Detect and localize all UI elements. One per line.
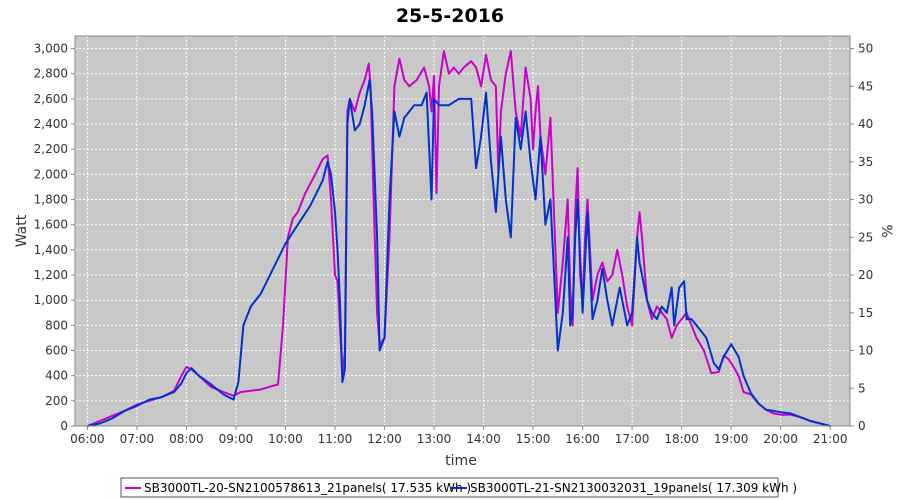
legend-label-series-1: SB3000TL-20-SN2100578613_21panels( 17.53… [144, 481, 471, 495]
plot-area [75, 36, 850, 426]
grid [75, 36, 850, 427]
x-tick-label: 16:00 [565, 432, 600, 446]
y-tick-label: 2,400 [34, 117, 68, 131]
y-tick-label: 2,600 [34, 92, 68, 106]
y-tick-label: 400 [45, 369, 68, 383]
y2-tick-label: 5 [858, 381, 866, 395]
y2-tick-label: 40 [858, 117, 873, 131]
x-tick-label: 18:00 [664, 432, 699, 446]
y-axis-label: Watt [14, 214, 30, 247]
x-tick-label: 21:00 [813, 432, 848, 446]
x-tick-label: 06:00 [70, 432, 105, 446]
y2-axis-label: % [878, 224, 894, 237]
y2-tick-label: 30 [858, 193, 873, 207]
y2-tick-label: 35 [858, 155, 873, 169]
x-tick-label: 10:00 [268, 432, 303, 446]
y2-tick-label: 50 [858, 42, 873, 56]
y2-tick-label: 45 [858, 79, 873, 93]
x-tick-label: 20:00 [763, 432, 798, 446]
x-axis-ticks: 06:00 07:00 08:00 09:00 10:00 11:00 12:00 13:00… [70, 426, 847, 446]
x-tick-label: 12:00 [367, 432, 402, 446]
series-lines [87, 50, 831, 427]
y-tick-label: 3,000 [34, 42, 68, 56]
y-tick-label: 2,800 [34, 67, 68, 81]
y-tick-label: 1,000 [34, 293, 68, 307]
y-tick-label: 1,200 [34, 268, 68, 282]
y-axis-ticks: 0 200 400 600 800 1,000 1,200 1,400 1,600 1,800 2,… [34, 42, 75, 433]
y2-tick-label: 25 [858, 230, 873, 244]
y2-axis-ticks: 0 5 10 15 20 25 30 35 40 45 50 [850, 42, 873, 433]
y-tick-label: 200 [45, 394, 68, 408]
y2-tick-label: 10 [858, 344, 873, 358]
y-tick-label: 600 [45, 344, 68, 358]
legend-label-series-2: SB3000TL-21-SN2130032031_19panels( 17.30… [470, 481, 797, 495]
y-tick-label: 1,600 [34, 218, 68, 232]
x-axis-label: time [445, 453, 477, 469]
x-tick-label: 08:00 [169, 432, 204, 446]
y2-tick-label: 0 [858, 419, 866, 433]
x-tick-label: 15:00 [516, 432, 551, 446]
x-tick-label: 19:00 [714, 432, 749, 446]
plot-border [74, 35, 851, 427]
x-tick-label: 14:00 [466, 432, 501, 446]
x-tick-label: 13:00 [417, 432, 452, 446]
series-line-2 [87, 79, 831, 427]
x-tick-label: 17:00 [615, 432, 650, 446]
legend-box [120, 477, 779, 498]
y-tick-label: 800 [45, 318, 68, 332]
y-tick-label: 1,400 [34, 243, 68, 257]
y-tick-label: 0 [60, 419, 68, 433]
x-tick-label: 09:00 [219, 432, 254, 446]
legend: SB3000TL-20-SN2100578613_21panels( 17.53… [120, 477, 797, 498]
x-tick-label: 07:00 [120, 432, 155, 446]
chart-title: 25-5-2016 [396, 5, 504, 27]
y2-tick-label: 15 [858, 306, 873, 320]
y-tick-label: 2,200 [34, 142, 68, 156]
y2-tick-label: 20 [858, 268, 873, 282]
y-tick-label: 1,800 [34, 193, 68, 207]
x-tick-label: 11:00 [318, 432, 353, 446]
y-tick-label: 2,000 [34, 167, 68, 181]
